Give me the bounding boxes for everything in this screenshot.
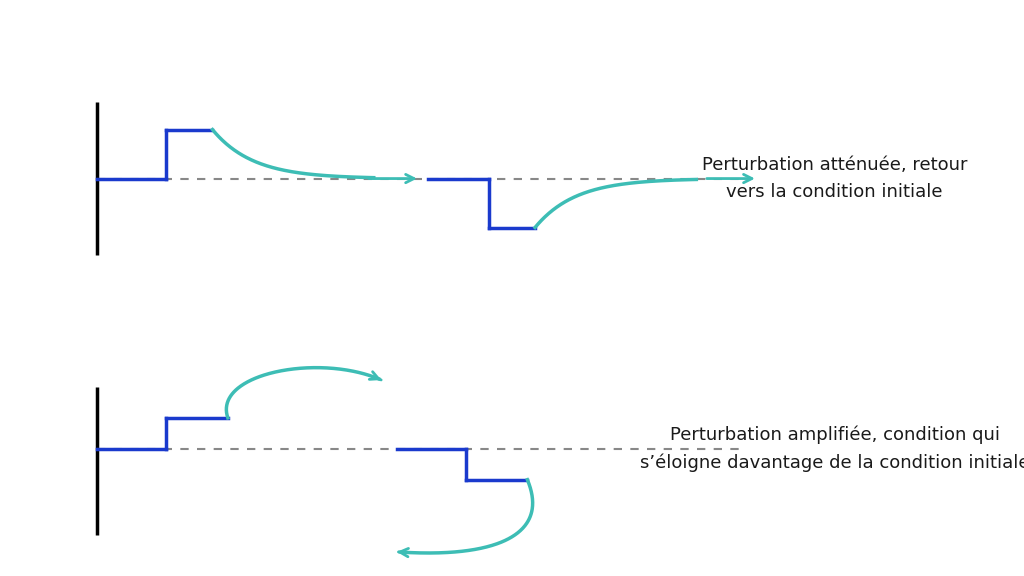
Text: Perturbation amplifiée, condition qui
s’éloigne davantage de la condition initia: Perturbation amplifiée, condition qui s’… [640, 426, 1024, 472]
Text: Rétroaction positive: Rétroaction positive [353, 324, 671, 353]
Text: Perturbation atténuée, retour
vers la condition initiale: Perturbation atténuée, retour vers la co… [701, 156, 968, 201]
Text: Rétroaction négative: Rétroaction négative [347, 41, 677, 71]
